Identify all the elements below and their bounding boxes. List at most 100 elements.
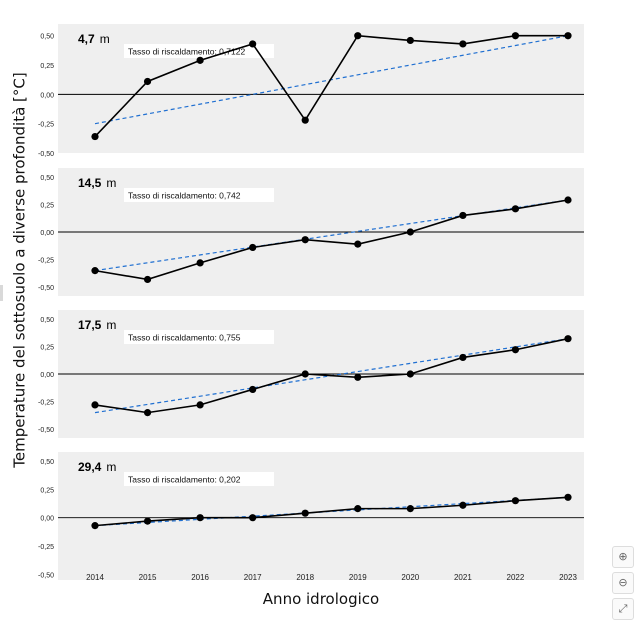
data-point [459,353,467,362]
data-point [249,385,257,394]
data-point [143,409,152,417]
data-point [511,32,520,40]
data-point [249,243,257,252]
y-axis-label-container: Temperature del sottosuolo a diverse pro… [8,20,32,520]
annotation-box [124,472,274,486]
y-tick-label: 0,50 [40,459,54,466]
annotation-box [124,188,274,202]
x-axis-label: Anno idrologico [262,590,380,608]
zoom-in-icon[interactable]: ⊕ [612,546,634,568]
data-point [301,236,309,244]
data-point [354,240,362,248]
data-point [196,401,204,409]
trend-line [94,496,569,527]
y-tick-label: -0,25 [38,258,54,265]
x-tick-label: 2015 [139,573,157,582]
data-point [196,514,204,522]
data-point [249,514,257,522]
series-line [94,337,569,414]
y-tick-label: 0,50 [40,34,54,41]
data-point [511,205,520,213]
panel-1: -0,50 -0,25 0,00 0,25 0,50 4,7 m Tasso di risca… [38,24,584,158]
y-tick-label: 0,25 [40,202,54,209]
x-tick-label: 2016 [191,573,209,582]
x-tick-label: 2021 [454,573,472,582]
y-tick-label: -0,25 [38,544,54,551]
panel-background [58,24,584,153]
y-tick-label: 0,25 [40,344,54,351]
side-panel-tab[interactable] [0,285,3,301]
data-point [564,335,572,343]
x-tick-label: 2020 [401,573,419,582]
data-point [406,36,414,45]
annotation-text: Tasso di riscaldamento: 0,7122 [128,47,245,57]
data-point [511,346,520,354]
y-tick-label: 0,50 [40,175,54,182]
data-point [196,259,204,267]
trend-line [94,199,569,272]
y-tick-label: -0,50 [38,285,54,292]
data-point [301,116,309,124]
data-point [406,228,414,236]
depth-label: 14,5 m [78,176,116,190]
data-point [143,275,152,284]
data-point [91,132,99,141]
data-point [301,370,309,378]
panel-2: -0,50 -0,25 0,00 0,25 0,50 14,5 m Tasso di risc… [38,168,584,296]
annotation-text: Tasso di riscaldamento: 0,755 [128,333,241,343]
y-tick-label: -0,50 [38,151,54,158]
annotation-box [124,44,274,58]
x-tick-label: 2019 [349,573,367,582]
data-point [249,40,257,48]
y-tick-label: -0,25 [38,122,54,129]
data-point [143,77,152,86]
data-point [91,522,99,530]
series-line [94,199,569,281]
data-point [459,211,467,220]
data-point [301,509,309,517]
data-point [406,370,414,378]
x-tick-label: 2018 [296,573,314,582]
data-point [196,56,204,64]
data-point [91,401,99,409]
x-tick-label: 2023 [559,573,577,582]
expand-icon[interactable]: ⤢ [612,598,634,620]
y-tick-label: 0,00 [40,372,54,379]
data-point [354,505,362,513]
annotation-box [124,330,274,344]
data-point [564,196,572,204]
data-point [564,493,572,501]
zoom-out-icon[interactable]: ⊖ [612,572,634,594]
y-tick-label: 0,00 [40,92,54,99]
y-tick-label: -0,25 [38,400,54,407]
x-tick-label: 2014 [86,573,104,582]
depth-label: 17,5 m [78,318,116,332]
depth-label: 29,4 m [78,460,116,474]
y-tick-label: 0,00 [40,516,54,523]
data-point [354,373,362,381]
y-tick-label: 0,00 [40,230,54,237]
annotation-text: Tasso di riscaldamento: 0,202 [128,475,241,485]
y-tick-label: -0,50 [38,572,54,579]
data-point [459,40,467,48]
data-point [354,32,362,40]
data-point [91,267,99,275]
y-tick-label: 0,50 [40,317,54,324]
data-point [143,517,152,525]
data-point [406,505,414,513]
series-line [94,496,569,527]
data-point [459,501,467,509]
panel-background [58,452,584,580]
y-tick-label: 0,25 [40,487,54,494]
y-axis-label: Temperature del sottosuolo a diverse pro… [11,72,29,468]
panel-3: -0,50 -0,25 0,00 0,25 0,50 17,5 m Tasso di risc… [38,310,584,438]
y-tick-label: -0,50 [38,427,54,434]
annotation-text: Tasso di riscaldamento: 0,742 [128,191,241,201]
trend-line [94,35,569,125]
x-tick-label: 2017 [244,573,262,582]
series-line [94,34,568,138]
data-point [564,32,572,40]
data-point [511,497,520,505]
x-tick-label: 2022 [507,573,525,582]
